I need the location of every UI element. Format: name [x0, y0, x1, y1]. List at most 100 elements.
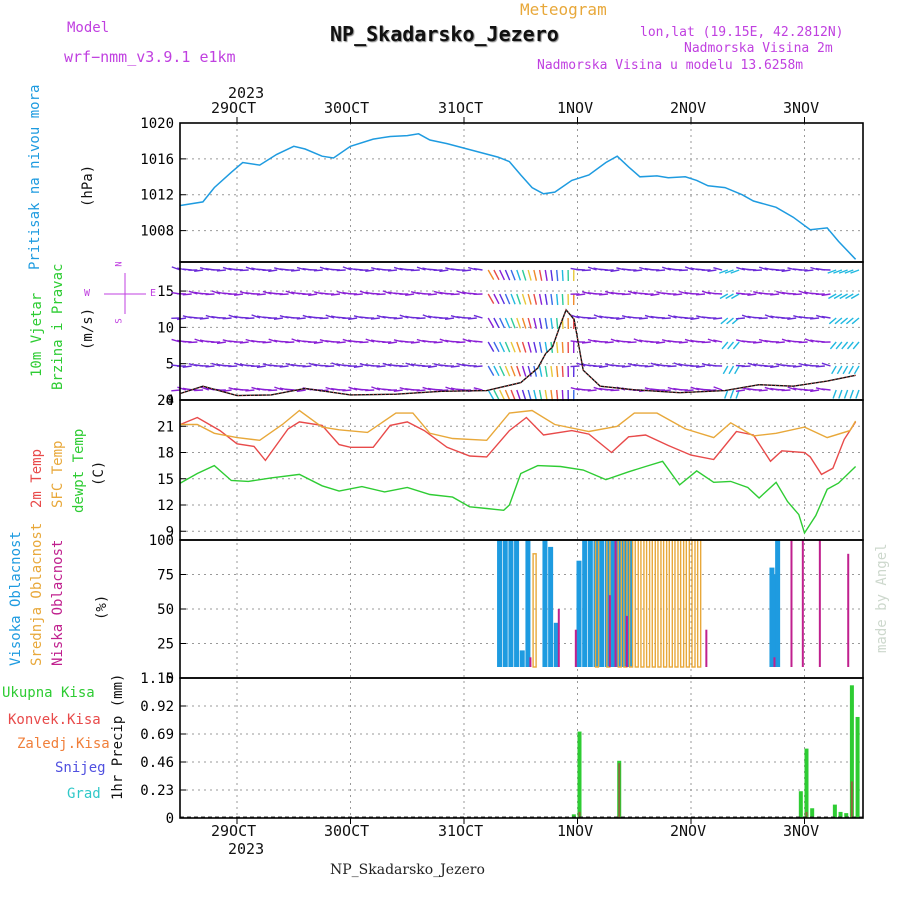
wind-arrow: [510, 365, 516, 377]
conv-rain-bar: [850, 781, 853, 818]
wind-arrow: [561, 341, 564, 354]
wind-arrow: [319, 317, 329, 320]
low-cloud-bar: [705, 629, 708, 667]
wind-arrow: [838, 389, 843, 399]
wind-arrow: [387, 269, 398, 272]
wind-arrow: [504, 341, 511, 353]
wind-arrow: [729, 389, 735, 399]
wind-arrow: [353, 293, 363, 296]
wind-arrow: [731, 293, 740, 300]
wind-arrow: [845, 317, 854, 325]
wind-arrow: [262, 290, 272, 295]
precip-tick-label: 1.15: [140, 671, 174, 687]
wind-arrow: [684, 389, 694, 392]
wind-arrow: [621, 293, 631, 296]
wind-arrow: [638, 317, 648, 320]
wind-arrow: [544, 341, 548, 354]
day-label-bottom: 30OCT: [324, 822, 370, 840]
high-cloud-bar: [514, 540, 520, 667]
sfc-temp-series-line: [180, 409, 857, 442]
high-cloud-bar: [548, 546, 554, 667]
day-label-bottom: 1NOV: [557, 822, 594, 840]
high-cloud-bar: [525, 540, 531, 667]
low-cloud-bar: [557, 609, 560, 667]
wind-arrow: [707, 269, 717, 272]
high-cloud-bar: [587, 540, 593, 667]
wind-arrow: [727, 341, 735, 350]
wind-arrow: [376, 365, 386, 368]
total-rain-bar: [838, 811, 843, 818]
wind-arrow: [296, 389, 306, 393]
wind-arrow: [538, 341, 543, 353]
model-altitude-text: Nadmorska Visina u modelu 13.6258m: [537, 58, 804, 73]
legend-hail: Grad: [67, 786, 101, 802]
wind-arrow: [792, 365, 802, 368]
wind-arrow: [781, 389, 791, 392]
low-cloud-label: Niska Oblacnost: [50, 539, 66, 666]
wind-arrow: [504, 269, 511, 281]
mid-cloud-label: Srednja Oblacnost: [29, 522, 45, 666]
wind-arrow: [650, 293, 660, 297]
high-cloud-label: Visoka Oblacnost: [8, 531, 24, 666]
wind-arrow: [741, 365, 751, 368]
low-cloud-bar: [608, 595, 611, 667]
wind-arrow: [544, 365, 548, 378]
wind-arrow: [182, 365, 192, 368]
wind-arrow: [516, 293, 522, 305]
wind-barbs: [171, 266, 860, 402]
wind-arrow: [487, 293, 495, 304]
wind-arrow: [561, 293, 564, 306]
wind-arrow: [832, 389, 837, 399]
wind-arrow: [504, 317, 511, 329]
low-cloud-bar: [790, 540, 793, 667]
wind-arrow: [504, 365, 511, 377]
wind-arrow: [233, 293, 244, 296]
precip-tick-label: 0.69: [140, 727, 174, 743]
wind-arrow: [599, 293, 609, 296]
wind-arrow: [268, 269, 278, 273]
pressure-series-line: [180, 133, 857, 260]
cloud-tick-label: 0: [166, 671, 174, 687]
wind-arrow: [456, 341, 466, 344]
wind-arrow: [550, 389, 554, 401]
wind-arrow: [521, 365, 527, 377]
high-cloud-bar: [502, 540, 508, 667]
year-bottom: 2023: [228, 840, 265, 858]
wind-arrow: [839, 293, 848, 300]
wind-arrow: [439, 338, 449, 343]
compass-w-label: W: [84, 288, 91, 299]
wind-arrow: [234, 362, 244, 367]
wind-arrow: [245, 389, 255, 392]
day-label-bottom: 29OCT: [211, 822, 257, 840]
wind-arrow: [841, 341, 849, 350]
wind-unit: (m/s): [80, 307, 96, 350]
wind-arrow: [245, 266, 255, 271]
wind-arrow: [661, 317, 671, 320]
day-label-top: 30OCT: [324, 99, 370, 117]
wind-arrow: [342, 389, 352, 392]
wind-arrow: [544, 389, 548, 402]
wind-arrow: [510, 293, 516, 305]
wind-arrow: [499, 389, 506, 401]
wind-arrow: [538, 317, 543, 329]
precip-unit: 1hr Precip (mm): [110, 673, 126, 800]
wind-arrow: [713, 317, 723, 320]
sfc-temp-label: SFC Temp: [50, 440, 66, 508]
wind-arrow: [399, 314, 409, 319]
low-cloud-bar: [529, 657, 532, 667]
wind-arrow: [587, 389, 597, 392]
wind-arrow: [752, 269, 763, 272]
wind-arrow: [493, 365, 500, 377]
cloud-tick-label: 25: [157, 637, 174, 653]
wind-arrow: [313, 341, 323, 344]
high-cloud-bar: [497, 540, 503, 667]
wind-arrow: [804, 338, 814, 343]
wind-arrow: [251, 314, 261, 319]
pressure-tick-label: 1012: [140, 188, 174, 204]
wind-arrow: [499, 317, 506, 329]
year-top: 2023: [228, 84, 265, 102]
wind-arrow: [410, 269, 420, 272]
wind-speed-line: [180, 308, 856, 397]
wind-arrow: [849, 389, 854, 399]
